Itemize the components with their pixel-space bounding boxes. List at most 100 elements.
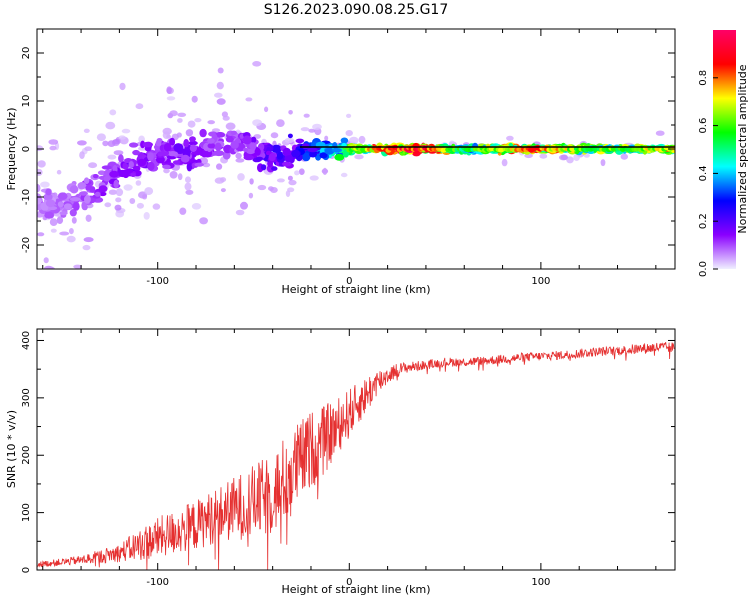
spectrogram-cell <box>249 178 254 185</box>
spectrogram-cell <box>167 151 178 157</box>
spectrogram-cell <box>291 149 300 158</box>
snr-panel: -100 0 100 0 100 200 300 400 Height of straight… <box>5 328 676 596</box>
spectrogram-cell <box>319 152 328 159</box>
spectrogram-cell <box>250 136 257 143</box>
spectrogram-cell <box>169 171 178 179</box>
y-tick-label: 400 <box>21 331 32 350</box>
spectrogram-cell <box>88 162 98 169</box>
spectrogram-cell <box>301 143 310 150</box>
colorbar-label: Normalized spectral amplitude <box>736 64 749 233</box>
spectrogram-cell <box>237 173 245 181</box>
spectrogram-cell <box>118 135 126 140</box>
spectrogram-ylabel: Frequency (Hz) <box>5 108 18 191</box>
spectrogram-cell <box>166 86 172 94</box>
spectrogram-cell <box>191 203 202 210</box>
y-tick-label: 10 <box>21 95 32 108</box>
spectrogram-cell <box>144 187 154 196</box>
spectrogram-cell <box>309 175 319 181</box>
spectrogram-cell <box>115 197 122 203</box>
spectrogram-cell <box>265 150 272 156</box>
colorbar-tick-label: 0.6 <box>698 118 709 134</box>
spectrogram-cell <box>69 197 81 202</box>
spectrogram-cell <box>271 144 282 153</box>
spectrogram-cell <box>113 150 124 156</box>
spectrogram-cell <box>309 151 317 158</box>
colorbar <box>713 30 736 269</box>
spectrogram-cell <box>69 228 74 235</box>
spectrogram-cell <box>185 129 194 137</box>
spectrogram-cell <box>45 199 56 208</box>
spectrogram-cell <box>115 188 124 197</box>
spectrogram-cell <box>308 128 316 133</box>
spectrogram-cell <box>129 198 136 204</box>
spectrogram-cell <box>172 160 181 165</box>
spectrogram-cell <box>191 95 198 103</box>
spectrogram-cell <box>118 154 124 163</box>
spectrogram-cell <box>199 128 207 138</box>
spectrogram-cell <box>300 127 310 132</box>
spectrogram-cell <box>162 164 171 169</box>
spectrogram-cell <box>276 119 285 127</box>
spectrogram-cell <box>213 150 225 157</box>
spectrogram-cell <box>173 143 184 152</box>
spectrogram-cell <box>69 209 77 217</box>
spectrogram-cell <box>177 118 183 123</box>
spectrogram-cell <box>276 178 285 183</box>
spectrogram-cell <box>185 189 194 195</box>
spectrogram-cell <box>40 181 50 188</box>
spectrogram-cell <box>620 153 628 160</box>
spectrogram-cell <box>655 130 665 136</box>
spectrogram-cell <box>135 180 142 186</box>
spectrogram-cell <box>125 168 134 174</box>
spectrogram-cell <box>79 191 88 196</box>
spectrogram-cell <box>73 264 82 269</box>
snr-series-line <box>37 341 675 570</box>
spectrogram-cell <box>59 211 68 216</box>
spectrogram-cell <box>169 110 178 117</box>
spectrogram-cell <box>84 195 91 204</box>
spectrogram-cell <box>222 115 230 121</box>
spectrogram-cell <box>147 161 155 171</box>
spectrogram-cell <box>129 142 139 148</box>
spectrogram-cell <box>573 153 580 162</box>
spectrogram-cell <box>169 137 176 147</box>
spectrogram-cell <box>225 122 236 130</box>
spectrogram-cell <box>83 128 90 133</box>
spectrogram-cell <box>188 140 198 146</box>
spectrogram-cell <box>71 217 77 224</box>
spectrogram-cell <box>46 266 55 269</box>
spectrogram-cell <box>108 189 117 195</box>
spectrogram-cell <box>166 96 176 101</box>
spectrogram-cell <box>322 167 328 175</box>
spectrogram-xlabel: Height of straight line (km) <box>281 283 430 296</box>
spectrogram-cell <box>94 191 101 197</box>
spectrogram-cell <box>77 182 87 190</box>
spectrogram-cell <box>340 172 348 178</box>
spectrogram-cell <box>358 135 366 144</box>
spectrogram-cell <box>162 131 171 139</box>
spectrogram-cell <box>77 140 87 146</box>
spectrogram-cell <box>56 216 64 224</box>
spectrogram-cell <box>107 154 117 160</box>
spectrogram-cell <box>142 141 153 148</box>
spectrogram-cell <box>177 112 187 118</box>
spectrogram-cell <box>85 270 90 276</box>
spectrogram-cell <box>566 156 574 164</box>
x-tick-label: 100 <box>531 276 550 287</box>
spectrogram-cell <box>288 110 293 115</box>
spectrogram-cell <box>270 132 279 139</box>
spectrogram-cell <box>219 177 227 183</box>
spectrogram-cell <box>302 152 311 162</box>
spectrogram-cell <box>49 145 57 151</box>
spectrogram-cell <box>83 237 94 243</box>
spectrogram-cell <box>186 162 193 172</box>
spectrogram-cell <box>268 153 276 162</box>
spectrogram-cell <box>43 193 53 201</box>
spectrogram-cell <box>121 128 131 134</box>
spectrogram-cell <box>261 164 267 171</box>
spectrogram-cell <box>216 81 224 90</box>
spectrogram-cell <box>72 202 80 211</box>
spectrogram-cell <box>114 204 122 211</box>
